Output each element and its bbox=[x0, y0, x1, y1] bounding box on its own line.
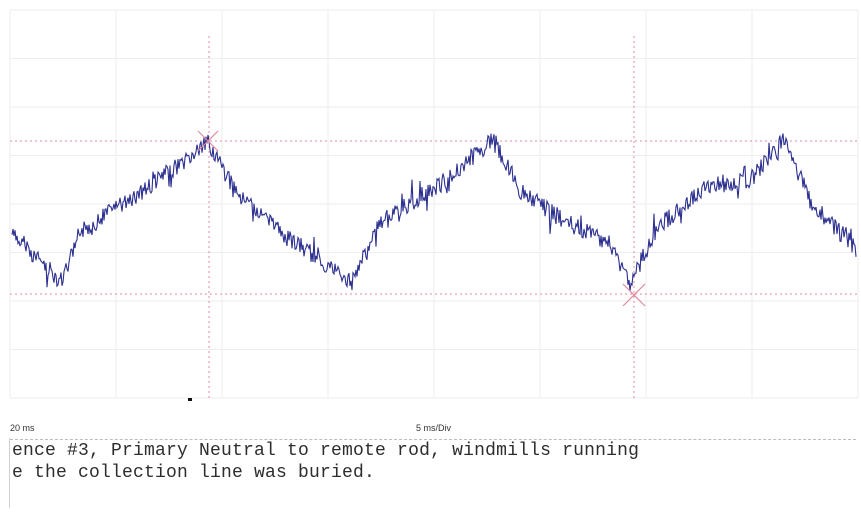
waveform-trace bbox=[11, 133, 857, 291]
time-start-label: 20 ms bbox=[10, 423, 35, 433]
caption-left-border bbox=[9, 438, 10, 508]
caption-line-1: ence #3, Primary Neutral to remote rod, … bbox=[12, 441, 640, 461]
time-per-div-label: 5 ms/Div bbox=[416, 423, 452, 433]
grid bbox=[9, 9, 859, 399]
cursor-marker-max bbox=[197, 130, 219, 152]
caption-divider bbox=[10, 439, 856, 440]
cursor-marker-min bbox=[622, 283, 646, 307]
waveform-plot bbox=[9, 9, 859, 401]
caption-line-2: e the collection line was buried. bbox=[12, 463, 376, 483]
trigger-marker bbox=[188, 398, 192, 401]
